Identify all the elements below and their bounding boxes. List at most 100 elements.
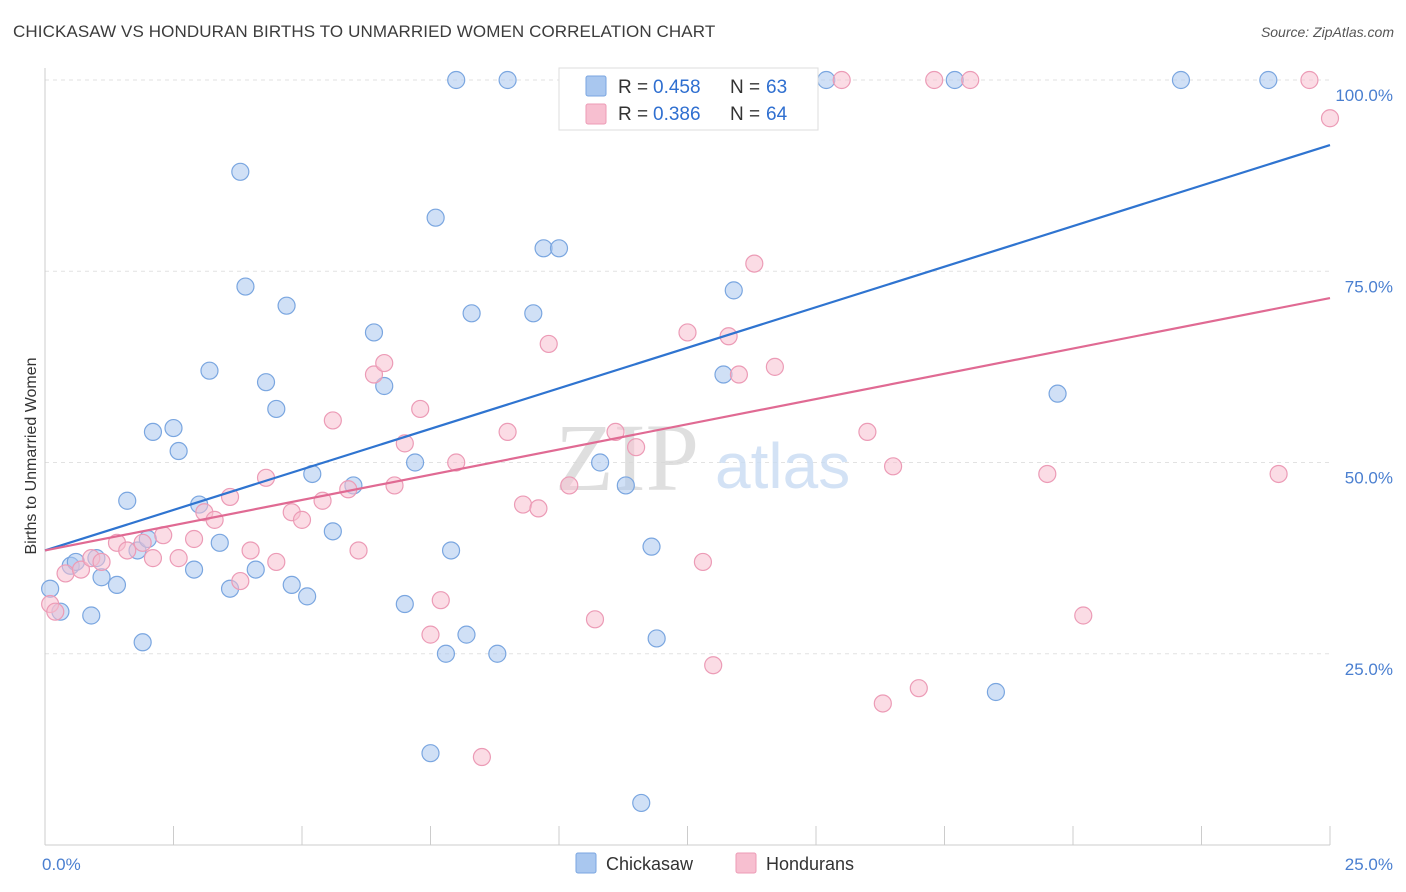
point-hondurans-50 — [745, 254, 764, 273]
point-hondurans-5 — [92, 552, 111, 572]
point-hondurans-45 — [678, 323, 697, 342]
point-chickasaw-61 — [1171, 70, 1191, 90]
point-hondurans-27 — [375, 353, 394, 373]
point-hondurans-16 — [231, 571, 250, 591]
point-hondurans-3 — [71, 560, 91, 579]
point-hondurans-42 — [606, 422, 625, 441]
point-hondurans-1 — [46, 602, 65, 621]
point-chickasaw-45 — [534, 239, 553, 258]
point-chickasaw-46 — [549, 239, 569, 258]
point-chickasaw-21 — [236, 277, 255, 296]
point-chickasaw-25 — [277, 296, 296, 315]
legend-r-value-1: 0.386 — [653, 104, 701, 125]
legend-r-label-0: R = — [618, 77, 648, 98]
point-chickasaw-40 — [457, 625, 476, 644]
point-hondurans-14 — [205, 510, 224, 529]
point-chickasaw-47 — [591, 453, 610, 472]
point-chickasaw-15 — [184, 560, 204, 579]
point-chickasaw-14 — [169, 441, 188, 461]
point-chickasaw-62 — [1259, 70, 1278, 90]
point-hondurans-39 — [560, 476, 579, 495]
legend-n-label-0: N = — [730, 77, 760, 98]
legend-swatch-hondurans — [585, 103, 607, 125]
point-hondurans-12 — [184, 529, 204, 549]
legend-n-value-1: 64 — [766, 104, 788, 125]
point-hondurans-55 — [883, 457, 903, 476]
point-hondurans-8 — [133, 533, 152, 552]
point-chickasaw-22 — [246, 560, 265, 579]
point-hondurans-51 — [765, 357, 784, 376]
bottom-legend-swatch-chickasaw — [575, 852, 597, 874]
watermark-atlas: atlas — [715, 430, 850, 502]
series-legend: Chickasaw Hondurans — [575, 852, 854, 874]
point-chickasaw-37 — [436, 644, 456, 663]
point-chickasaw-59 — [986, 682, 1006, 702]
point-chickasaw-55 — [724, 281, 743, 300]
point-chickasaw-57 — [817, 70, 836, 90]
y-tick-label-1: 50.0% — [1345, 469, 1393, 488]
point-hondurans-58 — [1038, 464, 1057, 484]
point-chickasaw-4 — [82, 606, 101, 625]
point-chickasaw-54 — [714, 365, 733, 384]
chart-title: CHICKASAW VS HONDURAN BIRTHS TO UNMARRIE… — [13, 22, 716, 41]
point-hondurans-63 — [961, 70, 980, 90]
point-hondurans-7 — [118, 541, 137, 560]
point-hondurans-37 — [529, 499, 548, 518]
point-chickasaw-6 — [92, 568, 111, 587]
point-hondurans-11 — [169, 549, 188, 568]
point-hondurans-41 — [585, 610, 605, 629]
point-hondurans-46 — [693, 552, 713, 572]
point-hondurans-30 — [411, 399, 430, 419]
point-chickasaw-17 — [200, 361, 219, 380]
point-hondurans-33 — [447, 453, 466, 472]
point-hondurans-36 — [513, 495, 533, 514]
point-hondurans-23 — [323, 411, 342, 430]
x-tick-label-1: 25.0% — [1345, 855, 1393, 874]
point-hondurans-32 — [431, 591, 450, 610]
point-chickasaw-43 — [498, 70, 517, 90]
point-hondurans-59 — [1074, 606, 1093, 625]
point-chickasaw-34 — [405, 453, 425, 472]
point-chickasaw-52 — [647, 629, 666, 648]
point-chickasaw-60 — [1048, 384, 1067, 403]
point-chickasaw-18 — [210, 533, 229, 552]
legend-swatch-chickasaw — [585, 75, 607, 97]
point-hondurans-2 — [56, 564, 75, 583]
point-hondurans-34 — [472, 747, 491, 767]
point-hondurans-61 — [1320, 109, 1340, 128]
stats-legend: R = 0.458 N = 63 R = 0.386 N = 64 — [558, 67, 819, 131]
point-chickasaw-24 — [267, 399, 286, 419]
point-hondurans-35 — [498, 422, 517, 441]
x-tick-label-0: 0.0% — [42, 855, 81, 874]
point-hondurans-21 — [292, 510, 312, 529]
point-hondurans-56 — [909, 679, 928, 698]
point-chickasaw-29 — [323, 522, 342, 541]
point-chickasaw-8 — [118, 491, 137, 510]
point-chickasaw-38 — [441, 541, 461, 560]
point-hondurans-43 — [626, 438, 646, 457]
watermark-zip: ZIP — [555, 404, 699, 511]
point-chickasaw-23 — [256, 373, 276, 392]
point-chickasaw-26 — [282, 575, 301, 595]
legend-n-label-1: N = — [730, 104, 760, 125]
bottom-legend-chickasaw: Chickasaw — [606, 854, 694, 874]
point-hondurans-47 — [704, 656, 723, 675]
source-credit: Source: ZipAtlas.com — [1260, 24, 1394, 40]
point-hondurans-60 — [1269, 464, 1288, 484]
point-chickasaw-44 — [524, 304, 543, 323]
point-hondurans-17 — [241, 541, 260, 560]
legend-r-value-0: 0.458 — [653, 77, 701, 98]
bottom-legend-hondurans: Hondurans — [766, 854, 854, 874]
point-hondurans-53 — [858, 422, 877, 441]
y-tick-labels: 25.0% 50.0% 75.0% 100.0% — [1335, 86, 1393, 679]
point-chickasaw-42 — [488, 644, 507, 663]
x-tick-marks — [173, 826, 1331, 845]
point-chickasaw-39 — [447, 70, 466, 90]
point-chickasaw-58 — [945, 70, 964, 90]
trend-lines — [44, 143, 1331, 552]
legend-n-value-0: 63 — [766, 77, 787, 98]
legend-r-label-1: R = — [618, 104, 648, 125]
point-hondurans-57 — [925, 70, 944, 90]
point-hondurans-9 — [143, 549, 163, 568]
